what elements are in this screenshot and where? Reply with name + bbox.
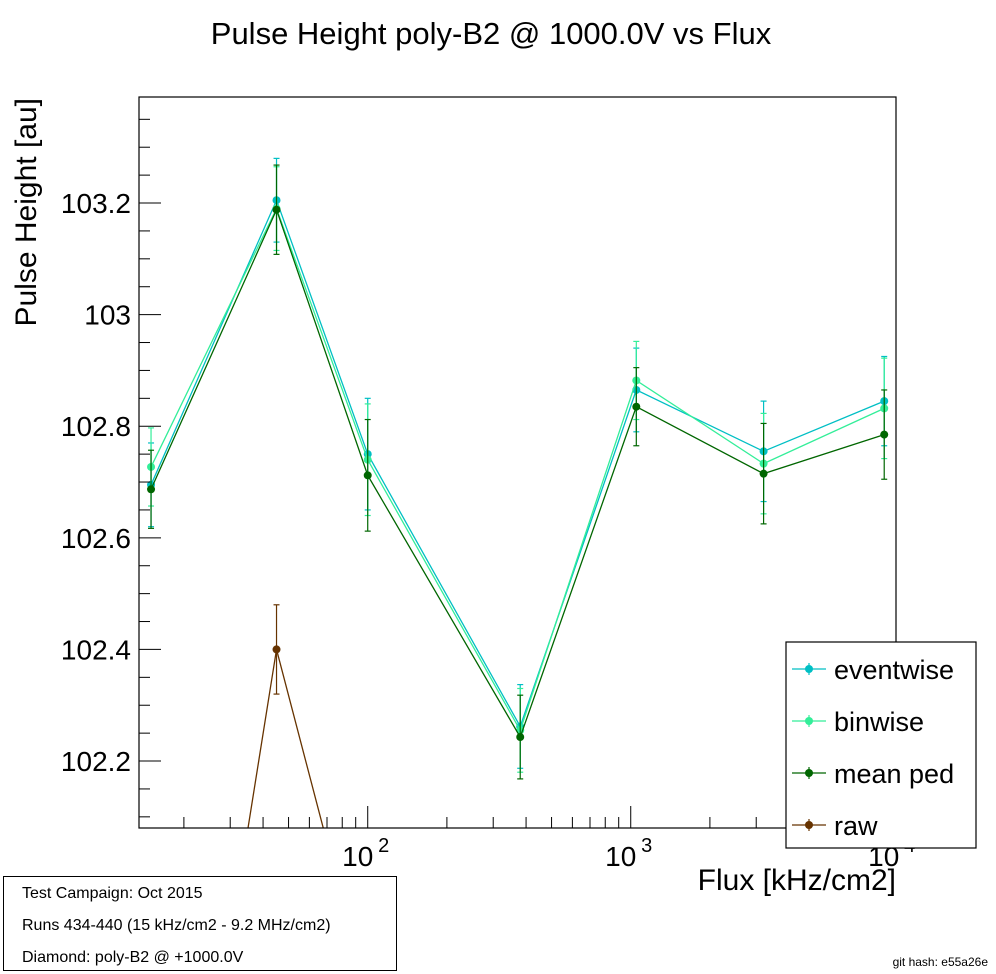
data-point xyxy=(363,471,372,480)
data-point xyxy=(272,205,281,214)
y-tick-label: 102.6 xyxy=(61,523,131,554)
data-point xyxy=(516,733,525,742)
series-line xyxy=(150,207,885,739)
y-tick-label: 102.8 xyxy=(61,411,131,442)
data-point xyxy=(632,402,641,411)
series-line xyxy=(150,198,885,729)
info-box: Test Campaign: Oct 2015 Runs 434-440 (15… xyxy=(3,876,397,971)
legend-box xyxy=(785,641,977,849)
info-campaign: Test Campaign: Oct 2015 xyxy=(22,885,203,902)
info-diamond: Diamond: poly-B2 @ +1000.0V xyxy=(22,949,244,966)
y-tick-label: 102.4 xyxy=(61,634,131,665)
x-tick-label: 10 xyxy=(342,841,373,872)
legend-label: binwise xyxy=(834,707,924,737)
legend-marker xyxy=(805,769,813,777)
y-tick-label: 103 xyxy=(84,300,131,331)
legend: eventwise binwise mean ped raw xyxy=(785,641,977,849)
x-tick-label: 10 xyxy=(605,841,636,872)
series-raw xyxy=(247,604,324,828)
legend-marker xyxy=(805,821,813,829)
plot-frame xyxy=(138,96,897,829)
y-tick-label: 103.2 xyxy=(61,188,131,219)
series-line xyxy=(150,206,885,732)
legend-marker xyxy=(805,717,813,725)
data-point xyxy=(272,645,281,654)
y-tick-label: 102.2 xyxy=(61,746,131,777)
legend-label: mean ped xyxy=(834,759,954,789)
data-point xyxy=(759,469,768,478)
legend-marker xyxy=(805,665,813,673)
git-hash: git hash: e55a26e xyxy=(892,955,988,969)
series-mean-ped xyxy=(147,164,889,780)
legend-label: eventwise xyxy=(834,655,954,685)
x-tick-exponent: 2 xyxy=(378,835,389,857)
x-tick-exponent: 3 xyxy=(641,835,652,857)
data-point xyxy=(147,485,156,494)
info-runs: Runs 434-440 (15 kHz/cm2 - 9.2 MHz/cm2) xyxy=(22,917,331,934)
data-point xyxy=(880,430,889,439)
x-axis-title: Flux [kHz/cm2] xyxy=(698,864,896,897)
chart-title: Pulse Height poly-B2 @ 1000.0V vs Flux xyxy=(211,16,772,51)
y-axis-title: Pulse Height [au] xyxy=(10,98,43,326)
legend-label: raw xyxy=(834,811,878,841)
